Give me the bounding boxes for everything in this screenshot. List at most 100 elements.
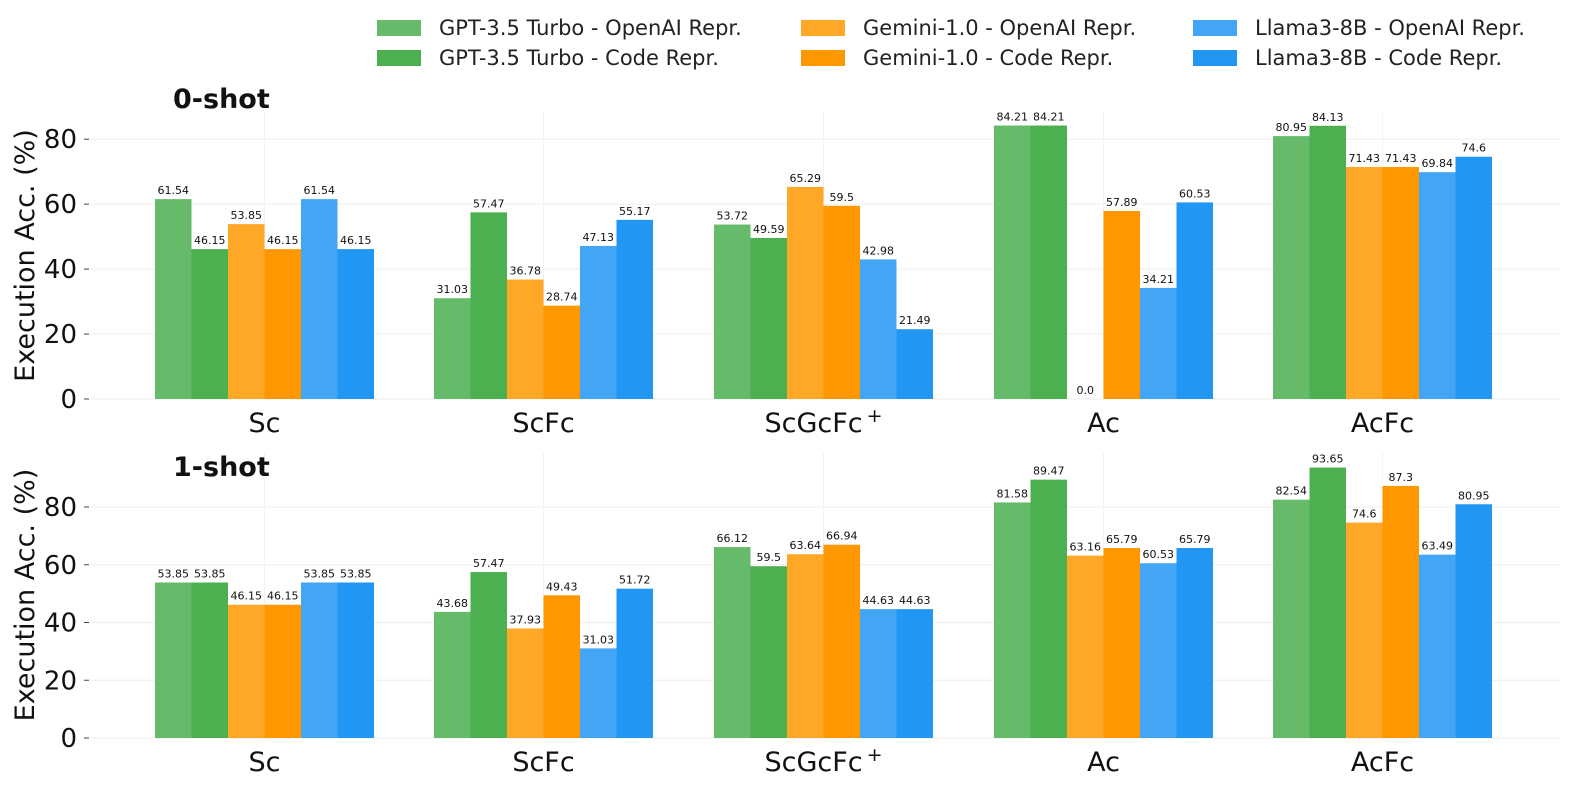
data-label: 31.03 [437, 283, 469, 296]
data-label: 93.65 [1312, 453, 1344, 466]
bar [580, 648, 617, 738]
x-category-superscript: + [867, 744, 883, 766]
bar [543, 305, 580, 399]
data-label: 81.58 [997, 487, 1029, 500]
bar [714, 224, 751, 399]
data-label: 60.53 [1143, 548, 1175, 561]
bar [1067, 555, 1104, 738]
data-label: 60.53 [1179, 187, 1211, 200]
data-label: 55.17 [619, 205, 651, 218]
bar [155, 582, 192, 738]
data-label: 37.93 [510, 613, 542, 626]
data-label: 49.43 [546, 580, 578, 593]
bar [264, 604, 301, 738]
bar [1419, 172, 1456, 399]
y-axis-title: Execution Acc. (%) [10, 129, 41, 382]
data-label: 84.21 [1033, 111, 1065, 124]
bar [434, 611, 471, 738]
bar [507, 628, 544, 738]
data-label: 44.63 [899, 594, 931, 607]
bar [1309, 467, 1346, 738]
legend-label-llama-code: Llama3-8B - Code Repr. [1255, 46, 1503, 70]
x-category-label: AcFc [1351, 747, 1414, 778]
data-label: 57.89 [1106, 196, 1138, 209]
bar [470, 572, 507, 738]
bar [1176, 548, 1213, 738]
legend-swatch-llama-openai [1193, 20, 1237, 36]
bar [823, 205, 860, 399]
bar [191, 582, 228, 738]
bar [507, 279, 544, 399]
data-label: 57.47 [473, 557, 505, 570]
bar [470, 212, 507, 399]
legend-item-llama-code: Llama3-8B - Code Repr. [1193, 46, 1502, 70]
data-label: 65.29 [790, 172, 822, 185]
data-label: 46.15 [340, 234, 372, 247]
data-label: 53.85 [340, 568, 372, 581]
data-label: 57.47 [473, 197, 505, 210]
bar [714, 547, 751, 738]
bar [1140, 287, 1177, 399]
legend-label-gemini-openai: Gemini-1.0 - OpenAI Repr. [863, 16, 1137, 40]
legend-item-llama-openai: Llama3-8B - OpenAI Repr. [1193, 16, 1525, 40]
y-tick-label: 80 [44, 125, 77, 155]
bar [1309, 125, 1346, 399]
chart-legend: GPT-3.5 Turbo - OpenAI Repr. GPT-3.5 Tur… [0, 0, 1583, 80]
bar [1382, 167, 1419, 399]
y-tick-label: 40 [44, 609, 77, 639]
y-tick-label: 60 [44, 551, 77, 581]
x-category-label: Ac [1087, 747, 1120, 778]
data-label: 31.03 [583, 633, 615, 646]
data-label: 84.13 [1312, 111, 1344, 124]
legend-label-gemini-code: Gemini-1.0 - Code Repr. [863, 46, 1114, 70]
data-label: 66.94 [826, 530, 858, 543]
data-label: 53.85 [304, 568, 336, 581]
bar [264, 249, 301, 399]
bar [750, 566, 787, 738]
data-label: 61.54 [304, 184, 336, 197]
bar [750, 237, 787, 399]
bar [994, 502, 1031, 738]
bar [1140, 563, 1177, 738]
bar [1419, 554, 1456, 738]
data-label: 84.21 [997, 111, 1029, 124]
data-label: 53.85 [158, 568, 190, 581]
data-label: 69.84 [1422, 157, 1454, 170]
x-category-superscript: + [867, 405, 883, 427]
bar [228, 604, 265, 738]
bar [1176, 202, 1213, 399]
data-label: 53.85 [231, 209, 263, 222]
y-tick-label: 40 [44, 255, 77, 285]
data-label: 66.12 [717, 532, 749, 545]
bar [896, 609, 933, 738]
legend-label-gpt-openai: GPT-3.5 Turbo - OpenAI Repr. [439, 16, 742, 40]
data-label: 80.95 [1276, 121, 1308, 134]
bar [860, 259, 897, 399]
data-label: 82.54 [1276, 485, 1308, 498]
data-label: 53.72 [717, 210, 749, 223]
bar [994, 125, 1031, 400]
data-label: 34.21 [1143, 273, 1175, 286]
bar [787, 186, 824, 399]
data-label: 63.49 [1422, 540, 1454, 553]
bar [616, 219, 653, 399]
data-label: 47.13 [583, 231, 615, 244]
bar [823, 544, 860, 738]
x-category-label: ScGcFc + [764, 744, 882, 778]
data-label: 80.95 [1458, 489, 1490, 502]
data-label: 71.43 [1349, 152, 1381, 165]
data-label: 46.15 [267, 234, 299, 247]
data-label: 53.85 [194, 568, 226, 581]
bar [787, 554, 824, 738]
data-label: 89.47 [1033, 465, 1065, 478]
bar [1273, 499, 1310, 738]
data-label: 46.15 [231, 590, 263, 603]
data-label: 87.3 [1389, 471, 1414, 484]
panel-title: 0-shot [173, 84, 270, 115]
bar [543, 595, 580, 738]
x-category-label: Ac [1087, 408, 1120, 439]
y-tick-label: 0 [60, 724, 77, 754]
data-label: 0.0 [1077, 384, 1095, 397]
x-category-label: AcFc [1351, 408, 1414, 439]
data-label: 74.6 [1462, 142, 1487, 155]
